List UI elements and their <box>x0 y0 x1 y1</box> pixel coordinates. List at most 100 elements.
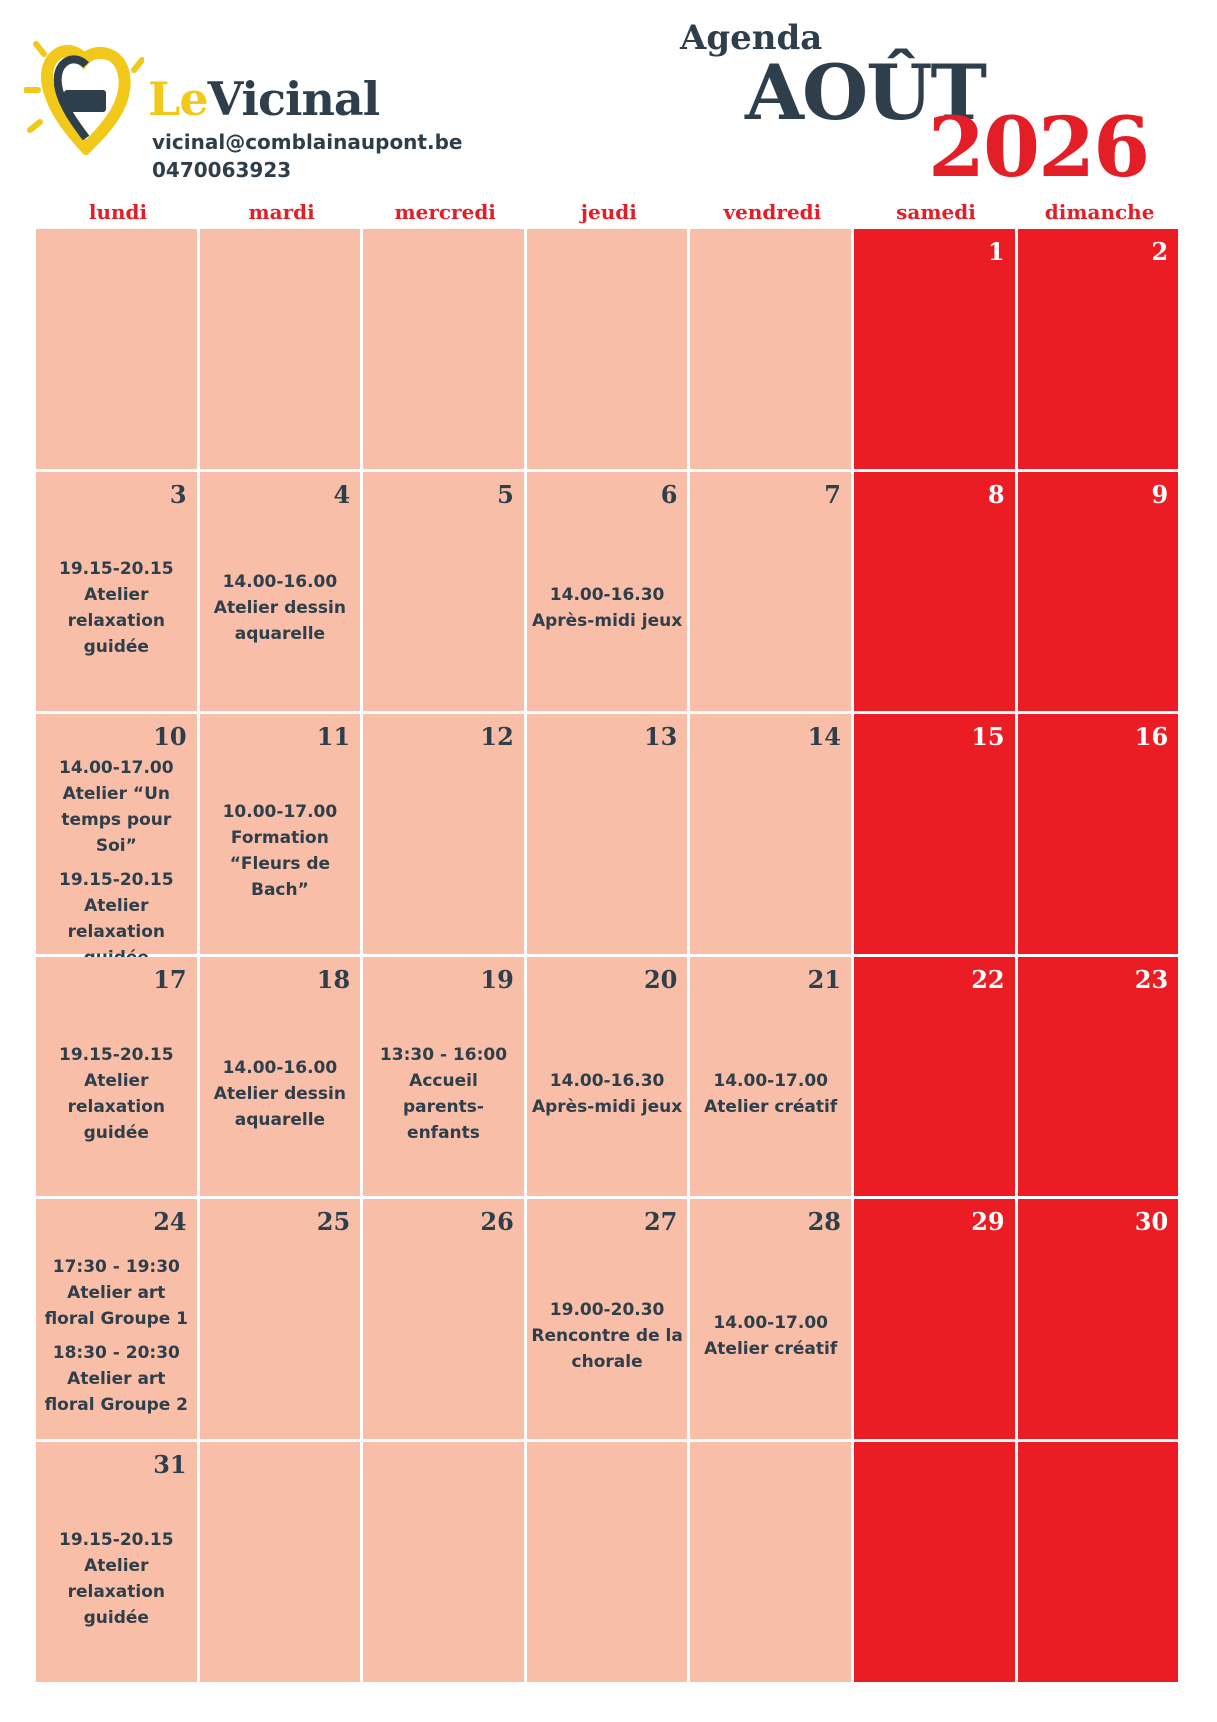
day-cell: 21 14.00-17.00 Atelier créatif <box>690 956 851 1197</box>
event-title: Atelier relaxation guidée <box>67 1070 165 1143</box>
day-number: 6 <box>660 479 678 509</box>
day-cell: 2 <box>1017 229 1179 469</box>
day-cell: 18 14.00-16.00 Atelier dessin aquarelle <box>199 956 361 1197</box>
event-time: 14.00-17.00 <box>58 758 174 779</box>
day-cell: 26 <box>363 1199 524 1439</box>
events <box>854 271 1015 469</box>
day-cell: 11 10.00-17.00 Formation “Fleurs de Bach” <box>199 714 361 954</box>
day-number: 1 <box>987 237 1005 266</box>
events <box>527 756 688 954</box>
event: 14.00-16.30 Après-midi jeux <box>532 1068 682 1120</box>
day-cell: 24 17:30 - 19:30 Atelier art floral Groupe… <box>36 1199 197 1439</box>
events: 19.15-20.15 Atelier relaxation guidée <box>36 999 197 1197</box>
weekday: mardi <box>248 200 315 224</box>
weekday: jeudi <box>580 200 637 224</box>
day-number: 19 <box>480 964 514 994</box>
weekday: dimanche <box>1044 200 1155 224</box>
day-cell <box>526 1442 688 1682</box>
phone: 0470063923 <box>152 158 292 182</box>
events <box>690 756 851 954</box>
day-number: 30 <box>1134 1207 1169 1237</box>
events <box>363 756 524 954</box>
event: 13:30 - 16:00 Accueil parents-enfants <box>367 1042 520 1146</box>
day-number: 28 <box>807 1207 841 1237</box>
event-title: Rencontre de la chorale <box>531 1326 683 1373</box>
event: 10.00-17.00 Formation “Fleurs de Bach” <box>204 799 357 903</box>
events <box>854 514 1015 712</box>
day-number: 29 <box>971 1207 1005 1237</box>
events: 14.00-16.30 Après-midi jeux <box>527 514 688 712</box>
events <box>363 1241 524 1439</box>
day-cell <box>199 229 361 469</box>
day-number: 15 <box>971 722 1005 752</box>
day-cell: 10 14.00-17.00 Atelier “Un temps pour Soi”… <box>36 714 197 968</box>
brand: LeVicinal <box>148 72 381 126</box>
events: 14.00-17.00 Atelier créatif <box>690 999 851 1197</box>
day-cell: 8 <box>854 471 1015 712</box>
day-number: 20 <box>643 964 678 994</box>
events: 19.00-20.30 Rencontre de la chorale <box>527 1241 688 1439</box>
day-cell: 17 19.15-20.15 Atelier relaxation guidée <box>36 956 197 1197</box>
day-number: 3 <box>169 479 187 509</box>
events: 13:30 - 16:00 Accueil parents-enfants <box>363 999 524 1197</box>
day-cell: 20 14.00-16.30 Après-midi jeux <box>526 956 688 1197</box>
weekday: lundi <box>88 200 148 224</box>
event-title: Après-midi jeux <box>531 1096 683 1117</box>
day-cell: 30 <box>1017 1199 1179 1439</box>
event-title: Atelier créatif <box>704 1339 838 1360</box>
day-number: 16 <box>1134 722 1169 752</box>
day-cell: 14 <box>690 714 851 954</box>
event: 14.00-16.30 Après-midi jeux <box>532 582 682 634</box>
events: 14.00-17.00 Atelier “Un temps pour Soi” 19… <box>36 751 197 983</box>
weekday: samedi <box>896 200 976 224</box>
year: 2026 <box>928 100 1150 196</box>
events: 19.15-20.15 Atelier relaxation guidée <box>36 1484 197 1682</box>
day-cell: 3 19.15-20.15 Atelier relaxation guidée <box>36 471 197 712</box>
event-title: Atelier créatif <box>704 1096 838 1117</box>
event-title: Formation “Fleurs de Bach” <box>229 827 331 900</box>
events <box>200 1241 361 1439</box>
event-title: Atelier dessin aquarelle <box>213 1083 346 1130</box>
event-time: 19.00-20.30 <box>549 1300 665 1321</box>
event: 18:30 - 20:30 Atelier art floral Groupe 2 <box>40 1340 193 1418</box>
day-cell: 9 <box>1017 471 1179 712</box>
brand-name: Vicinal <box>207 72 381 126</box>
day-number: 27 <box>643 1207 678 1237</box>
day-number: 4 <box>333 479 351 509</box>
day-cell: 27 19.00-20.30 Rencontre de la chorale <box>526 1199 688 1439</box>
events <box>1018 514 1179 712</box>
day-cell <box>690 229 851 469</box>
email: vicinal@comblainaupont.be <box>152 130 463 154</box>
day-cell: 4 14.00-16.00 Atelier dessin aquarelle <box>199 471 361 712</box>
day-cell: 13 <box>526 714 688 954</box>
day-number: 8 <box>987 479 1005 509</box>
events: 17:30 - 19:30 Atelier art floral Groupe 1… <box>36 1241 197 1439</box>
events: 19.15-20.15 Atelier relaxation guidée <box>36 514 197 712</box>
events: 14.00-16.00 Atelier dessin aquarelle <box>200 999 361 1197</box>
day-cell: 22 <box>854 956 1015 1197</box>
day-number: 24 <box>153 1207 187 1237</box>
event-title: Atelier “Un temps pour Soi” <box>61 784 172 857</box>
day-number: 2 <box>1151 237 1169 266</box>
event: 14.00-17.00 Atelier créatif <box>704 1310 837 1362</box>
events: 14.00-16.00 Atelier dessin aquarelle <box>200 514 361 712</box>
day-cell <box>36 229 197 469</box>
event-title: Atelier art floral Groupe 2 <box>44 1369 189 1416</box>
event-title: Après-midi jeux <box>531 611 683 632</box>
day-cell: 23 <box>1017 956 1179 1197</box>
day-number: 26 <box>480 1207 514 1237</box>
events: 14.00-16.30 Après-midi jeux <box>527 999 688 1197</box>
day-cell: 7 <box>690 471 851 712</box>
day-cell: 12 <box>363 714 524 954</box>
day-cell <box>363 229 524 469</box>
events <box>1018 1241 1179 1439</box>
day-cell: 5 <box>363 471 524 712</box>
day-number: 10 <box>153 722 187 752</box>
event: 17:30 - 19:30 Atelier art floral Groupe 1 <box>40 1254 193 1332</box>
day-cell <box>199 1442 361 1682</box>
